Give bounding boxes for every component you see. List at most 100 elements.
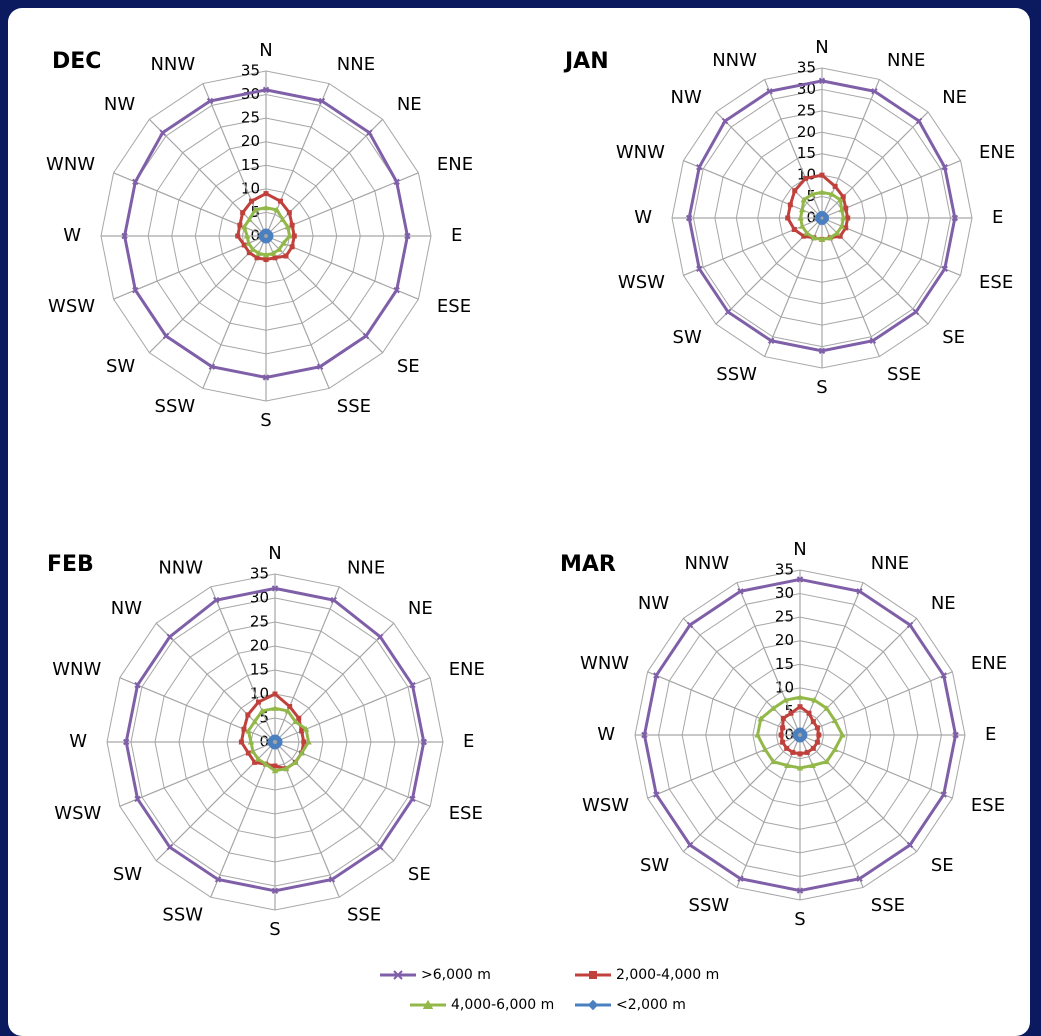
point (305, 738, 312, 745)
point (240, 210, 246, 216)
category-label: NE (397, 94, 422, 115)
category-label: WSW (54, 803, 101, 824)
point (767, 337, 775, 344)
point (280, 239, 287, 246)
point (754, 731, 761, 738)
point (272, 691, 278, 697)
legend-label: 4,000-6,000 m (451, 997, 554, 1013)
point (289, 244, 295, 250)
point (366, 129, 373, 136)
point (166, 633, 173, 640)
spoke (265, 235, 330, 389)
spoke (736, 734, 801, 888)
legend-label: >6,000 m (421, 967, 491, 983)
point (952, 731, 959, 739)
category-label: SE (397, 356, 420, 377)
category-label: WSW (582, 795, 629, 816)
r-tick-label: 35 (797, 59, 816, 77)
point (286, 210, 292, 216)
point (804, 749, 810, 755)
point (915, 117, 923, 125)
spoke (799, 734, 864, 888)
category-label: ENE (449, 659, 485, 680)
point (393, 178, 400, 186)
point (778, 732, 784, 738)
category-label: NE (942, 87, 967, 108)
point (254, 755, 262, 762)
category-label: SW (113, 864, 142, 885)
category-label: NE (408, 598, 433, 619)
category-label: ESE (437, 296, 471, 317)
point (208, 363, 216, 370)
category-label: S (260, 410, 271, 431)
category-label: N (259, 40, 272, 61)
point (299, 728, 305, 734)
point (255, 250, 263, 256)
point (737, 875, 744, 882)
category-label: SE (408, 864, 431, 885)
point (263, 191, 269, 197)
category-label: S (816, 377, 827, 398)
point (249, 198, 255, 204)
point (766, 88, 773, 95)
point (806, 710, 812, 716)
point (696, 265, 703, 273)
point (271, 585, 279, 592)
point (262, 86, 270, 94)
spoke (821, 217, 880, 357)
point (420, 738, 428, 746)
spoke (799, 734, 953, 799)
point (818, 347, 826, 355)
point (245, 712, 251, 718)
category-label: WSW (618, 272, 665, 293)
category-label: N (815, 37, 828, 58)
point (788, 710, 794, 716)
point (249, 246, 256, 252)
point (316, 363, 324, 370)
panel (8, 8, 1030, 1036)
legend-marker (587, 999, 599, 1011)
r-tick-label: 25 (250, 613, 269, 631)
category-label: ENE (979, 142, 1015, 163)
point (801, 233, 807, 239)
point (906, 841, 914, 849)
point (132, 286, 139, 294)
point (831, 717, 839, 724)
point (162, 332, 170, 340)
r-tick-label: 15 (775, 655, 794, 673)
point (263, 257, 269, 263)
point (301, 739, 307, 745)
point (214, 876, 222, 883)
point (240, 223, 248, 230)
category-label: SSW (716, 364, 757, 385)
category-label: NNE (347, 557, 385, 578)
category-label: WNW (616, 142, 665, 163)
point (685, 214, 693, 222)
category-label: ENE (971, 653, 1007, 674)
point (757, 715, 765, 722)
point (784, 745, 790, 751)
point (245, 239, 252, 246)
r-tick-label: 25 (775, 608, 794, 626)
point (941, 163, 948, 171)
category-label: SE (931, 855, 954, 876)
r-tick-label: 20 (241, 132, 260, 150)
point (269, 734, 277, 741)
point (782, 696, 789, 703)
point (941, 265, 948, 273)
point (132, 178, 139, 186)
point (272, 255, 278, 261)
point (159, 129, 166, 136)
point (951, 214, 959, 222)
category-label: E (451, 225, 462, 246)
legend-marker (589, 971, 597, 979)
point (377, 633, 384, 640)
category-label: SSE (337, 396, 371, 417)
r-tick-label: 15 (250, 661, 269, 679)
point (721, 117, 729, 125)
category-label: SSE (887, 364, 921, 385)
point (283, 253, 289, 259)
point (409, 795, 416, 803)
point (653, 672, 660, 679)
category-label: WNW (580, 653, 629, 674)
